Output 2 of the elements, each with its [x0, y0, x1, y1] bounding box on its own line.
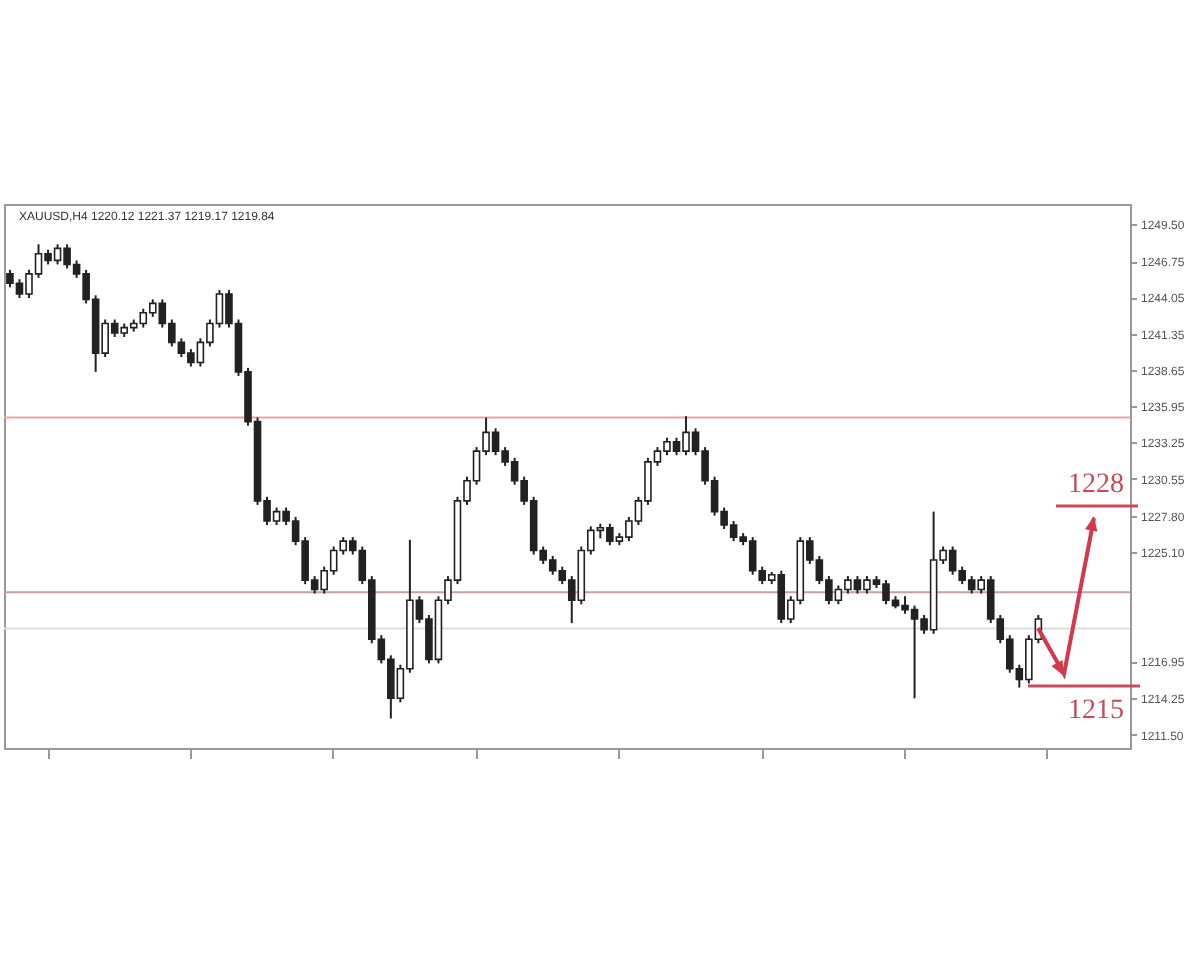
annotation: 1215: [1068, 696, 1124, 726]
annotation: 1228: [1068, 470, 1124, 500]
